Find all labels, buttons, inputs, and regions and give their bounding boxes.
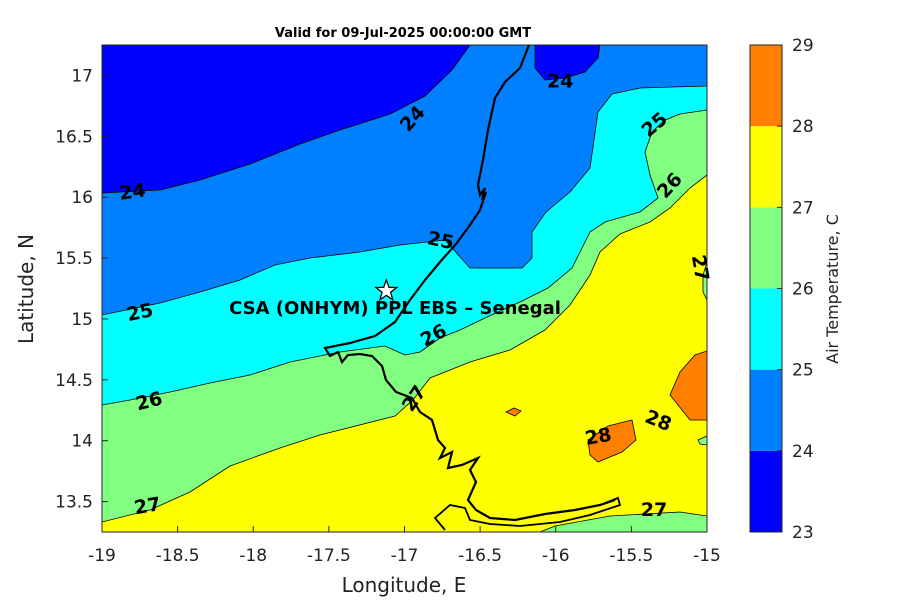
- x-tick-label: -19: [88, 546, 116, 566]
- contour-label: 27: [641, 499, 667, 521]
- band-26-27-southeast: [539, 511, 707, 532]
- colorbar-tick-label: 26: [792, 280, 814, 300]
- contour-label: 27: [687, 253, 713, 283]
- band-28-29-south: [587, 419, 637, 463]
- y-tick-label: 16: [71, 188, 93, 208]
- colorbar-tick-label: 28: [792, 117, 814, 137]
- band-23-24: [102, 45, 471, 194]
- colorbar-tick-label: 23: [792, 523, 814, 543]
- y-tick-label: 16.5: [55, 127, 93, 147]
- colorbar-swatch: [750, 207, 782, 289]
- map-title: Valid for 09-Jul-2025 00:00:00 GMT: [275, 26, 531, 41]
- x-axis-ticks: -19 -18.5 -18 -17.5 -17 -16.5 -16 -15.5 -15: [88, 526, 721, 566]
- colorbar-tick-label: 25: [792, 361, 814, 381]
- x-tick-label: -15: [693, 546, 721, 566]
- x-axis-label: Longitude, E: [342, 573, 467, 597]
- temperature-field: [102, 45, 707, 532]
- colorbar: [750, 45, 782, 532]
- x-tick-label: -15.5: [609, 546, 653, 566]
- contour-label: 24: [118, 179, 147, 204]
- y-tick-label: 15: [71, 310, 93, 330]
- contour-label: 24: [547, 70, 573, 92]
- colorbar-tick-label: 29: [792, 36, 814, 56]
- y-tick-label: 17: [71, 66, 93, 86]
- colorbar-swatch: [750, 450, 782, 532]
- contour-label: 28: [583, 424, 613, 450]
- contour-label: 25: [125, 299, 155, 326]
- colorbar-swatch: [750, 288, 782, 370]
- colorbar-tick-label: 24: [792, 442, 814, 462]
- band-28-29-east: [669, 350, 707, 421]
- station-label: CSA (ONHYM) PPL EBS – Senegal: [229, 298, 561, 319]
- y-tick-label: 14.5: [55, 371, 93, 391]
- x-tick-label: -16: [542, 546, 570, 566]
- colorbar-label: Air Temperature, C: [823, 214, 842, 364]
- colorbar-ticks: 23 24 25 26 27 28 29: [777, 36, 814, 543]
- station-layer: CSA (ONHYM) PPL EBS – Senegal: [229, 277, 561, 319]
- x-tick-label: -17: [391, 546, 419, 566]
- x-tick-label: -17.5: [307, 546, 351, 566]
- colorbar-swatch: [750, 45, 782, 127]
- colorbar-swatch: [750, 369, 782, 451]
- band-26-27-east: [697, 435, 707, 446]
- y-axis-label: Latitude, N: [14, 234, 38, 344]
- x-tick-label: -18.5: [156, 546, 200, 566]
- y-tick-label: 13.5: [55, 493, 93, 513]
- coastline: [323, 45, 616, 522]
- band-26-27-rim: [702, 261, 707, 301]
- y-axis-ticks: 13.5 14 14.5 15 15.5 16 16.5 17: [55, 66, 108, 513]
- x-tick-label: -18: [239, 546, 267, 566]
- contour-label: 27: [133, 493, 163, 519]
- star-icon: [374, 277, 399, 302]
- river-line: [433, 496, 622, 531]
- colorbar-swatch: [750, 126, 782, 208]
- colorbar-tick-label: 27: [792, 198, 814, 218]
- y-tick-label: 15.5: [55, 249, 93, 269]
- x-tick-label: -16.5: [458, 546, 502, 566]
- contour-label: 25: [425, 227, 455, 254]
- band-28-29-small: [505, 407, 522, 417]
- y-tick-label: 14: [71, 432, 93, 452]
- band-23-24-north: [534, 45, 601, 81]
